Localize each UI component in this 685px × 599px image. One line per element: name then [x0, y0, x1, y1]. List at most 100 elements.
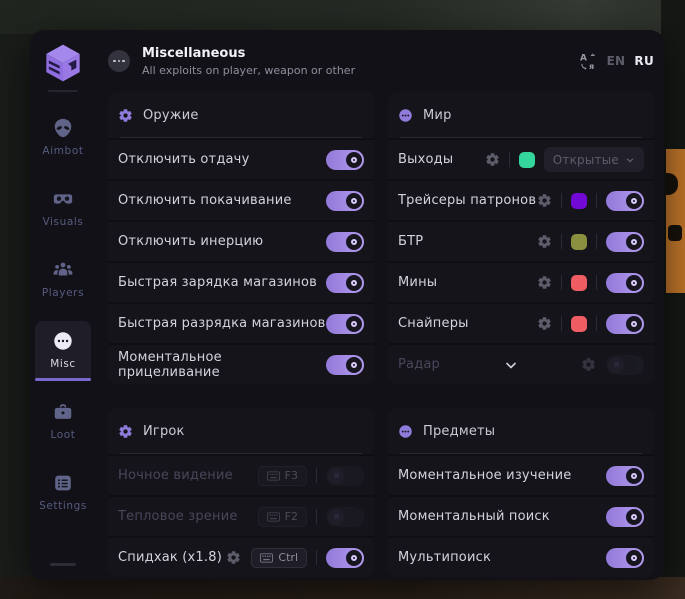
row-fast-unload: Быстрая разрядка магазинов	[108, 302, 374, 343]
lang-en-button[interactable]: EN	[606, 54, 626, 68]
row-multi-loot: Мультипоиск	[388, 536, 654, 577]
row-label: Спидхак (x1.8)	[118, 550, 222, 565]
svg-text:A: A	[580, 53, 587, 63]
gear-icon[interactable]	[226, 550, 241, 565]
row-label: Отключить отдачу	[118, 152, 250, 167]
sidebar-item-settings[interactable]: Settings	[35, 463, 91, 520]
row-label: Отключить инерцию	[118, 234, 264, 249]
toggle-switch[interactable]	[326, 547, 364, 568]
game-background-strip	[666, 149, 685, 293]
sidebar-item-players[interactable]: Players	[35, 250, 91, 307]
sidebar-bottom-handle	[50, 563, 76, 566]
section-world: Мир Выходы Открытые Трейсеры па	[388, 92, 654, 384]
gear-icon[interactable]	[485, 152, 500, 167]
section-divider	[120, 137, 362, 138]
sidebar-item-label: Loot	[50, 429, 76, 441]
row-speedhack: Спидхак (x1.8) Ctrl	[108, 536, 374, 577]
toggle-switch[interactable]	[606, 465, 644, 486]
color-swatch[interactable]	[571, 233, 587, 250]
toggle-switch[interactable]	[606, 313, 644, 334]
toggle-switch[interactable]	[326, 149, 364, 170]
goggles-icon	[52, 188, 74, 210]
misc-page-icon	[108, 50, 130, 72]
sidebar-item-misc[interactable]: Misc	[35, 321, 91, 381]
hotkey-badge[interactable]: F2	[257, 506, 307, 527]
color-swatch[interactable]	[571, 192, 587, 209]
sidebar-divider	[48, 90, 78, 92]
hotkey-badge[interactable]: F3	[257, 465, 307, 486]
row-instant-loot: Моментальный поиск	[388, 495, 654, 536]
sidebar-item-label: Settings	[39, 500, 87, 512]
row-fast-reload: Быстрая зарядка магазинов	[108, 261, 374, 302]
section-title: Оружие	[143, 107, 199, 123]
row-thermal-vision: Тепловое зрение F2	[108, 495, 374, 536]
toggle-switch[interactable]	[326, 313, 364, 334]
exits-dropdown[interactable]: Открытые	[543, 147, 644, 172]
row-label: Моментальный поиск	[398, 509, 550, 524]
toggle-switch[interactable]	[326, 506, 364, 527]
section-items: Предметы Моментальное изучение Моменталь…	[388, 408, 654, 577]
toggle-switch[interactable]	[606, 506, 644, 527]
desktop-background-right	[661, 0, 685, 599]
alien-icon	[52, 117, 74, 139]
row-label: Снайперы	[398, 316, 469, 331]
people-icon	[52, 259, 74, 281]
gear-icon	[118, 108, 133, 123]
row-no-sway: Отключить покачивание	[108, 179, 374, 220]
dropdown-value: Открытые	[552, 152, 619, 167]
row-exits: Выходы Открытые	[388, 138, 654, 179]
section-divider	[400, 453, 642, 454]
row-label: Мины	[398, 275, 438, 290]
row-label: Мультипоиск	[398, 550, 492, 565]
chevron-down-icon[interactable]	[503, 357, 519, 373]
section-weapon: Оружие Отключить отдачу Отключить покачи…	[108, 92, 374, 384]
list-icon	[52, 472, 74, 494]
sidebar-item-loot[interactable]: Loot	[35, 392, 91, 449]
toggle-switch[interactable]	[606, 354, 645, 375]
section-title: Мир	[423, 107, 452, 123]
row-bullet-tracers: Трейсеры патронов	[388, 179, 654, 220]
row-label: Моментальное изучение	[398, 468, 572, 483]
color-swatch[interactable]	[571, 274, 587, 291]
toggle-switch[interactable]	[326, 465, 364, 486]
gear-icon[interactable]	[537, 316, 552, 331]
color-swatch[interactable]	[518, 151, 535, 168]
desktop-background-top	[0, 0, 685, 34]
toggle-switch[interactable]	[326, 190, 364, 211]
row-no-recoil: Отключить отдачу	[108, 138, 374, 179]
hotkey-badge[interactable]: Ctrl	[251, 547, 307, 568]
keyboard-icon	[266, 470, 280, 481]
row-label: Отключить покачивание	[118, 193, 292, 208]
page-title: Miscellaneous	[142, 45, 246, 61]
toggle-switch[interactable]	[606, 272, 644, 293]
app-window: Aimbot Visuals Players Misc	[30, 30, 664, 580]
gear-icon[interactable]	[537, 193, 552, 208]
chevron-down-icon	[626, 157, 634, 163]
row-label: Быстрая зарядка магазинов	[118, 275, 318, 290]
toggle-switch[interactable]	[326, 354, 364, 375]
gear-icon[interactable]	[537, 275, 552, 290]
toggle-switch[interactable]	[606, 190, 644, 211]
section-divider	[120, 453, 362, 454]
row-instant-aim: Моментальное прицеливание	[108, 343, 374, 384]
main-area: Miscellaneous All exploits on player, we…	[96, 30, 664, 580]
dots-icon	[52, 330, 74, 352]
sidebar-item-visuals[interactable]: Visuals	[35, 179, 91, 236]
dots-bubble-icon	[398, 424, 413, 439]
row-label: Тепловое зрение	[118, 509, 238, 524]
row-label: Радар	[398, 357, 441, 372]
row-no-inertia: Отключить инерцию	[108, 220, 374, 261]
lang-ru-button[interactable]: RU	[634, 54, 654, 68]
toggle-switch[interactable]	[326, 272, 364, 293]
sidebar-item-label: Visuals	[42, 216, 84, 228]
toggle-switch[interactable]	[606, 547, 644, 568]
color-swatch[interactable]	[571, 315, 587, 332]
row-label: БТР	[398, 234, 424, 249]
row-btr: БТР	[388, 220, 654, 261]
gear-icon[interactable]	[537, 234, 552, 249]
gear-icon[interactable]	[581, 357, 596, 372]
toggle-switch[interactable]	[606, 231, 644, 252]
sidebar-item-aimbot[interactable]: Aimbot	[35, 108, 91, 165]
toggle-switch[interactable]	[326, 231, 364, 252]
hotkey-label: F3	[284, 469, 298, 482]
